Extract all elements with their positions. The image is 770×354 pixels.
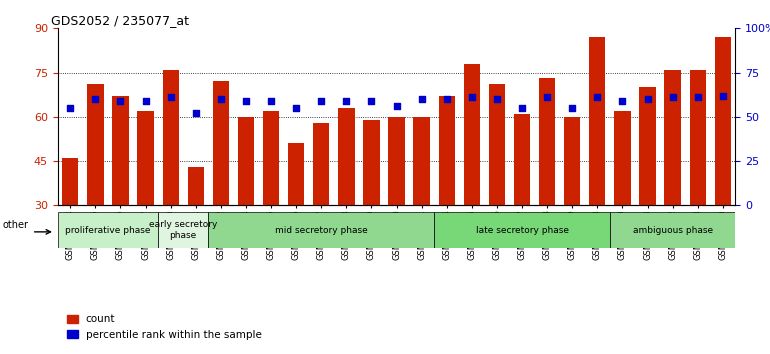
- Bar: [639, 87, 656, 205]
- Bar: [87, 84, 103, 205]
- Bar: [464, 64, 480, 205]
- Bar: [58, 212, 158, 248]
- Point: [189, 110, 202, 116]
- Bar: [62, 158, 79, 205]
- Bar: [665, 70, 681, 205]
- Point: [516, 105, 528, 111]
- Bar: [434, 212, 610, 248]
- Text: early secretory
phase: early secretory phase: [149, 221, 217, 240]
- Point: [64, 105, 76, 111]
- Point: [290, 105, 303, 111]
- Bar: [363, 120, 380, 205]
- Bar: [137, 111, 154, 205]
- Text: GDS2052 / 235077_at: GDS2052 / 235077_at: [51, 14, 189, 27]
- Point: [165, 95, 177, 100]
- Bar: [539, 79, 555, 205]
- Bar: [158, 212, 209, 248]
- Point: [114, 98, 126, 104]
- Point: [89, 96, 102, 102]
- Point: [591, 95, 604, 100]
- Point: [541, 95, 554, 100]
- Legend: count, percentile rank within the sample: count, percentile rank within the sample: [63, 310, 266, 344]
- Text: late secretory phase: late secretory phase: [476, 225, 568, 235]
- Point: [490, 96, 503, 102]
- Point: [265, 98, 277, 104]
- Bar: [313, 123, 330, 205]
- Point: [691, 95, 704, 100]
- Point: [340, 98, 353, 104]
- Bar: [238, 117, 254, 205]
- Bar: [439, 96, 455, 205]
- Point: [717, 93, 729, 98]
- Text: other: other: [3, 220, 29, 230]
- Bar: [589, 37, 605, 205]
- Text: mid secretory phase: mid secretory phase: [275, 225, 367, 235]
- Point: [566, 105, 578, 111]
- Point: [616, 98, 628, 104]
- Bar: [213, 81, 229, 205]
- Bar: [610, 212, 735, 248]
- Bar: [715, 37, 731, 205]
- Bar: [614, 111, 631, 205]
- Bar: [564, 117, 581, 205]
- Point: [139, 98, 152, 104]
- Bar: [209, 212, 434, 248]
- Bar: [162, 70, 179, 205]
- Bar: [514, 114, 531, 205]
- Bar: [338, 108, 354, 205]
- Text: ambiguous phase: ambiguous phase: [632, 225, 713, 235]
- Point: [239, 98, 252, 104]
- Bar: [263, 111, 280, 205]
- Text: proliferative phase: proliferative phase: [65, 225, 151, 235]
- Bar: [388, 117, 405, 205]
- Bar: [489, 84, 505, 205]
- Bar: [112, 96, 129, 205]
- Bar: [188, 167, 204, 205]
- Bar: [413, 117, 430, 205]
- Point: [466, 95, 478, 100]
- Point: [667, 95, 679, 100]
- Point: [416, 96, 428, 102]
- Point: [641, 96, 654, 102]
- Point: [390, 103, 403, 109]
- Point: [315, 98, 327, 104]
- Point: [215, 96, 227, 102]
- Bar: [288, 143, 304, 205]
- Point: [440, 96, 453, 102]
- Bar: [690, 70, 706, 205]
- Point: [365, 98, 377, 104]
